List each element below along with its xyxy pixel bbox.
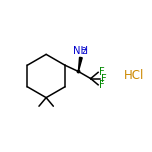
Text: HCl: HCl: [124, 69, 144, 83]
Polygon shape: [78, 57, 82, 71]
Text: 2: 2: [82, 47, 86, 56]
Text: F: F: [99, 67, 104, 77]
Text: NH: NH: [73, 46, 88, 56]
Text: F: F: [99, 80, 104, 90]
Text: F: F: [101, 74, 107, 84]
